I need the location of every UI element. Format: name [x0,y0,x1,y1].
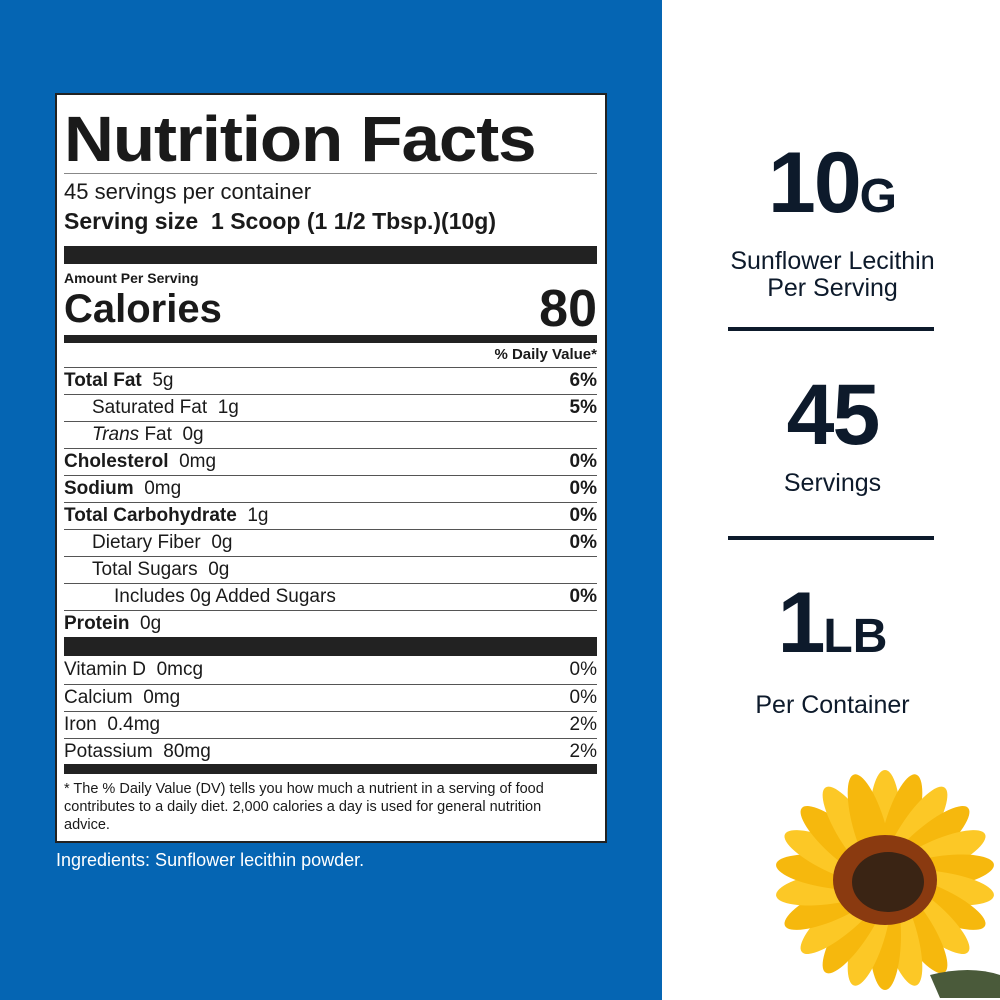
nutrient-row: Trans Fat 0g [64,421,597,448]
stat-lecithin: 10G Sunflower Lecithin Per Serving [730,135,935,302]
sunflower-stem [930,970,1000,998]
serving-size-value: 1 Scoop (1 1/2 Tbsp.)(10g) [211,208,497,234]
nutrient-name: Cholesterol [64,451,169,472]
thick-divider [64,335,597,343]
nutrient-dv: 0% [569,586,597,607]
nutrient-dv: 6% [569,370,597,391]
nutrient-amount: 0mg [179,451,217,472]
vitamin-name: Iron [64,714,97,735]
nutrient-name: Protein [64,613,130,634]
calories-label: Calories [64,287,222,331]
calories-value: 80 [539,280,597,338]
vitamin-name: Potassium [64,741,153,762]
vitamin-amount: 0mg [143,687,181,708]
nutrition-facts-label: Nutrition Facts 45 servings per containe… [55,93,607,843]
divider [64,173,597,174]
nutrient-row: Cholesterol 0mg 0% [64,448,597,475]
label-title: Nutrition Facts [64,103,537,175]
vitamin-row: Calcium 0mg 0% [64,684,597,711]
stat-servings: 45 Servings [783,367,882,497]
sunflower-seeds [852,852,924,912]
nutrient-row: Dietary Fiber 0g 0% [64,529,597,556]
vitamin-dv: 2% [569,714,597,735]
nutrient-name: Sodium [64,478,134,499]
vitamin-row: Potassium 80mg 2% [64,738,597,765]
nutrient-dv: 5% [569,397,597,418]
vitamin-row: Iron 0.4mg 2% [64,711,597,738]
nutrient-row: Saturated Fat 1g 5% [64,394,597,421]
vitamin-dv: 2% [569,741,597,762]
nutrient-name: Total Fat [64,370,142,391]
daily-value-header: % Daily Value* [494,346,597,363]
serving-size-label: Serving size [64,208,199,234]
nutrient-name: Dietary Fiber [92,532,201,553]
nutrient-name: Trans [92,424,140,445]
nutrient-dv: 0% [569,478,597,499]
amount-per-serving: Amount Per Serving [64,270,199,286]
nutrient-row: Total Fat 5g 6% [64,367,597,394]
nutrient-amount: 0g [182,424,204,445]
nutrient-amount: 5g [152,370,174,391]
nutrient-name: Includes 0g Added Sugars [114,586,336,607]
nutrient-amount: 0g [208,559,230,580]
vitamin-amount: 0mcg [156,659,204,680]
divider [728,536,934,540]
nutrient-row: Includes 0g Added Sugars 0% [64,583,597,610]
nutrient-name: Total Sugars [92,559,198,580]
nutrient-name: Total Carbohydrate [64,505,237,526]
nutrient-amount: 0g [211,532,233,553]
nutrient-name-suffix: Fat [144,424,172,445]
divider [728,327,934,331]
nutrient-amount: 0g [140,613,162,634]
ingredients: Ingredients: Sunflower lecithin powder. [56,850,365,870]
nutrient-dv: 0% [569,532,597,553]
nutrient-dv: 0% [569,451,597,472]
nutrient-row: Protein 0g [64,610,597,637]
thick-divider [64,246,597,264]
nutrient-name: Saturated Fat [92,397,208,418]
vitamin-dv: 0% [569,659,597,680]
nutrient-dv: 0% [569,505,597,526]
nutrient-row: Sodium 0mg 0% [64,475,597,502]
vitamin-amount: 80mg [163,741,211,762]
thick-divider [64,764,597,774]
vitamin-name: Calcium [64,687,133,708]
sunflower-image [776,770,1000,998]
nutrient-row: Total Sugars 0g [64,556,597,583]
nutrient-amount: 1g [247,505,269,526]
footnote: * The % Daily Value (DV) tells you how m… [64,781,544,833]
thick-divider [64,637,597,656]
servings-per-container: 45 servings per container [64,179,312,204]
vitamin-amount: 0.4mg [107,714,161,735]
nutrient-amount: 0mg [144,478,182,499]
nutrient-amount: 1g [217,397,239,418]
vitamin-name: Vitamin D [64,659,147,680]
vitamin-row: Vitamin D 0mcg 0% [64,657,597,684]
stat-container: 1LB Per Container [755,575,910,719]
nutrient-row: Total Carbohydrate 1g 0% [64,502,597,529]
vitamin-dv: 0% [569,687,597,708]
